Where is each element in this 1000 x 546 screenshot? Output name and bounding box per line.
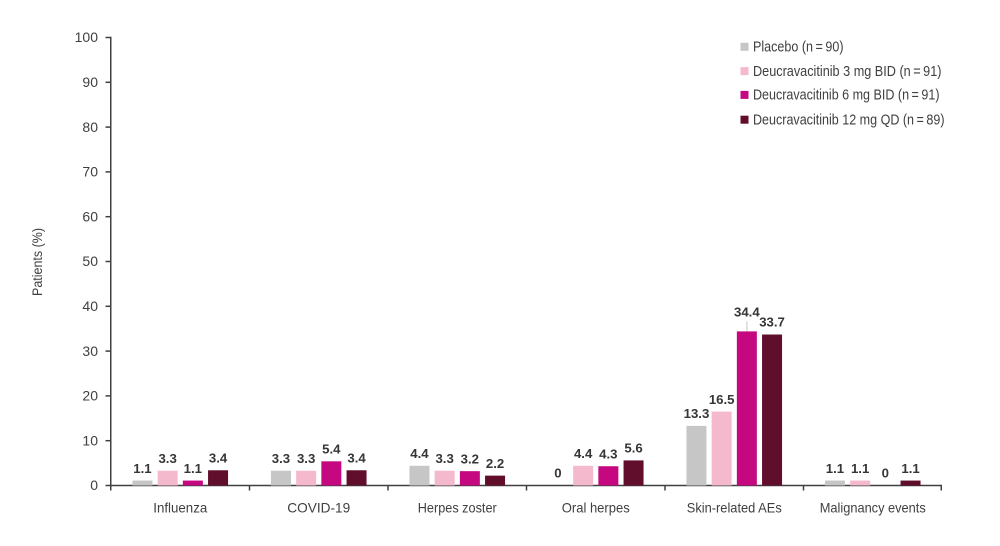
svg-text:0: 0 bbox=[554, 466, 561, 481]
svg-text:3.3: 3.3 bbox=[297, 451, 315, 466]
svg-text:Deucravacitinib 12 mg QD (n =: Deucravacitinib 12 mg QD (n = 89) bbox=[753, 113, 945, 129]
svg-text:40: 40 bbox=[82, 298, 98, 314]
svg-text:1.1: 1.1 bbox=[826, 461, 844, 476]
svg-text:3.4: 3.4 bbox=[347, 450, 366, 465]
svg-text:60: 60 bbox=[82, 208, 98, 224]
svg-text:COVID-19: COVID-19 bbox=[287, 500, 350, 516]
svg-text:100: 100 bbox=[75, 29, 99, 45]
svg-text:30: 30 bbox=[82, 343, 98, 359]
svg-text:1.1: 1.1 bbox=[901, 461, 919, 476]
svg-text:Deucravacitinib 6 mg BID (n =: Deucravacitinib 6 mg BID (n = 91) bbox=[753, 88, 940, 104]
svg-text:Skin-related AEs: Skin-related AEs bbox=[687, 500, 782, 516]
svg-text:3.2: 3.2 bbox=[461, 451, 479, 466]
svg-text:13.3: 13.3 bbox=[684, 406, 710, 421]
svg-text:80: 80 bbox=[82, 119, 98, 135]
svg-text:20: 20 bbox=[82, 388, 98, 404]
svg-text:4.4: 4.4 bbox=[410, 446, 429, 461]
svg-text:16.5: 16.5 bbox=[709, 392, 735, 407]
svg-text:Herpes zoster: Herpes zoster bbox=[418, 500, 497, 516]
svg-text:Placebo (n = 90): Placebo (n = 90) bbox=[753, 40, 844, 56]
svg-text:33.7: 33.7 bbox=[759, 315, 785, 330]
svg-text:50: 50 bbox=[82, 253, 98, 269]
svg-text:0: 0 bbox=[90, 477, 98, 493]
svg-text:Influenza: Influenza bbox=[153, 500, 207, 516]
svg-text:10: 10 bbox=[82, 432, 98, 448]
svg-text:5.6: 5.6 bbox=[624, 441, 642, 456]
svg-text:3.3: 3.3 bbox=[158, 451, 176, 466]
svg-text:5.4: 5.4 bbox=[322, 442, 341, 457]
svg-text:Deucravacitinib 3 mg BID (n =: Deucravacitinib 3 mg BID (n = 91) bbox=[753, 64, 942, 80]
svg-text:0: 0 bbox=[882, 466, 889, 481]
svg-text:3.4: 3.4 bbox=[209, 450, 228, 465]
svg-text:1.1: 1.1 bbox=[851, 461, 869, 476]
svg-text:4.4: 4.4 bbox=[574, 446, 593, 461]
svg-text:34.4: 34.4 bbox=[734, 304, 760, 319]
svg-text:2.2: 2.2 bbox=[486, 456, 504, 471]
svg-text:4.3: 4.3 bbox=[599, 446, 617, 461]
svg-text:70: 70 bbox=[82, 164, 98, 180]
svg-text:3.3: 3.3 bbox=[435, 451, 453, 466]
svg-text:90: 90 bbox=[82, 74, 98, 90]
svg-text:Oral herpes: Oral herpes bbox=[562, 500, 630, 516]
svg-text:Malignancy events: Malignancy events bbox=[820, 500, 926, 516]
svg-text:1.1: 1.1 bbox=[133, 461, 151, 476]
svg-text:Patients (%): Patients (%) bbox=[30, 228, 45, 296]
svg-text:3.3: 3.3 bbox=[272, 451, 290, 466]
svg-text:1.1: 1.1 bbox=[184, 461, 202, 476]
